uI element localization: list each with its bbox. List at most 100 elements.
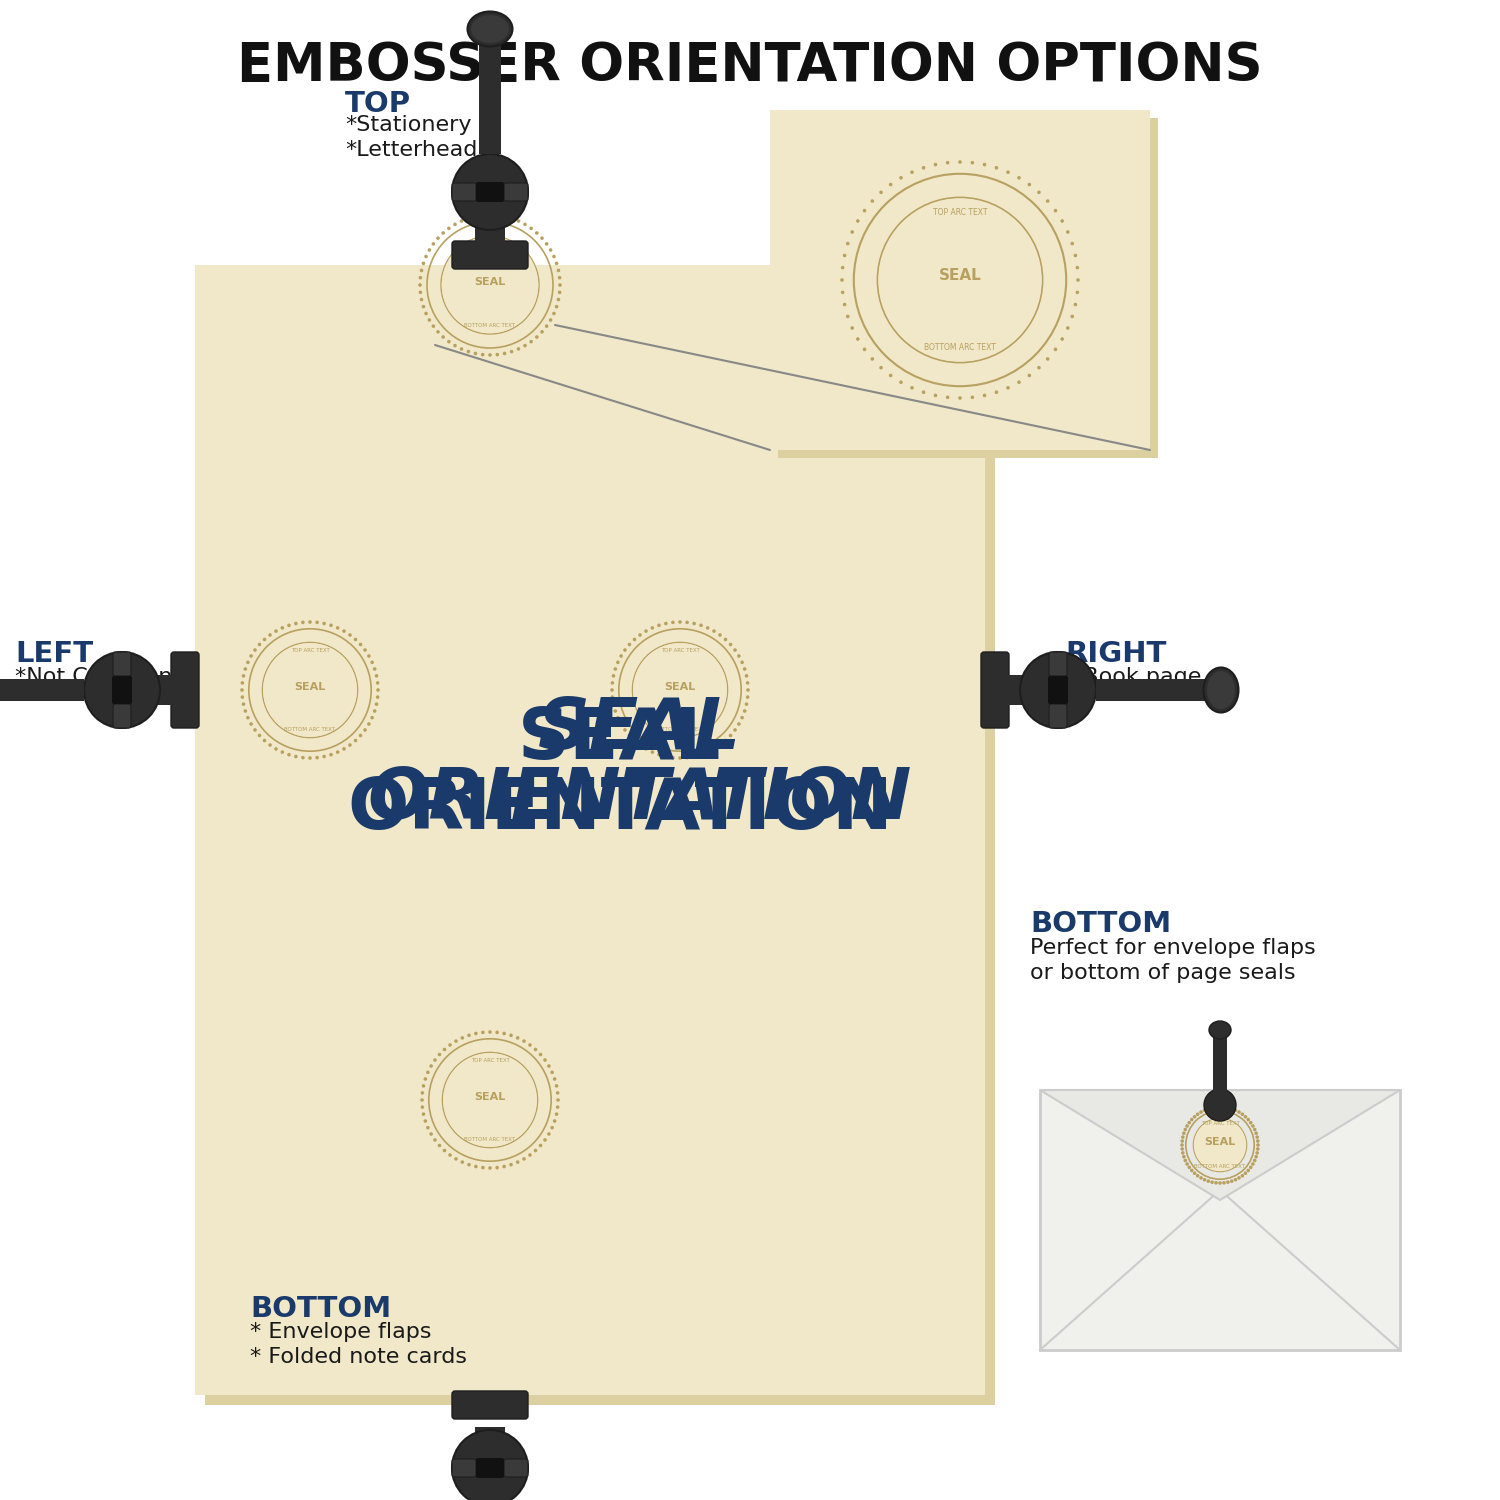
Circle shape: [243, 710, 248, 712]
Circle shape: [358, 734, 363, 738]
Circle shape: [419, 276, 422, 279]
Circle shape: [1246, 1118, 1250, 1122]
Circle shape: [651, 626, 654, 630]
Text: *Not Common: *Not Common: [15, 668, 173, 687]
Circle shape: [742, 668, 747, 670]
Circle shape: [436, 237, 439, 240]
Circle shape: [651, 750, 654, 754]
Circle shape: [522, 1156, 526, 1161]
Circle shape: [946, 160, 950, 165]
Circle shape: [422, 1084, 426, 1088]
Circle shape: [503, 351, 507, 355]
Circle shape: [994, 166, 999, 170]
Circle shape: [442, 1047, 447, 1052]
Text: BOTTOM ARC TEXT: BOTTOM ARC TEXT: [465, 1137, 516, 1142]
Circle shape: [429, 1064, 433, 1068]
Circle shape: [879, 366, 884, 369]
Text: TOP ARC TEXT: TOP ARC TEXT: [471, 1059, 510, 1064]
Circle shape: [1020, 652, 1096, 728]
Circle shape: [1256, 1148, 1260, 1150]
Text: TOP ARC TEXT: TOP ARC TEXT: [1200, 1120, 1239, 1125]
Circle shape: [441, 334, 446, 339]
Circle shape: [664, 621, 668, 626]
Circle shape: [433, 1138, 436, 1142]
Circle shape: [516, 1161, 519, 1164]
Circle shape: [1053, 209, 1058, 213]
Circle shape: [746, 681, 750, 684]
Circle shape: [1074, 254, 1077, 258]
Circle shape: [1233, 1108, 1238, 1112]
FancyBboxPatch shape: [476, 182, 504, 203]
Circle shape: [342, 747, 346, 750]
Circle shape: [246, 716, 249, 720]
Circle shape: [240, 696, 244, 699]
FancyBboxPatch shape: [1040, 1090, 1400, 1350]
Circle shape: [555, 304, 558, 309]
Circle shape: [243, 668, 248, 670]
Circle shape: [447, 226, 450, 230]
Circle shape: [846, 315, 849, 318]
Circle shape: [736, 722, 741, 726]
Circle shape: [442, 1053, 537, 1148]
Circle shape: [432, 324, 435, 328]
Circle shape: [842, 266, 844, 270]
Circle shape: [1214, 1106, 1218, 1108]
Circle shape: [1036, 366, 1041, 369]
Circle shape: [536, 334, 538, 339]
FancyBboxPatch shape: [452, 1460, 476, 1478]
Circle shape: [862, 209, 867, 213]
Circle shape: [509, 1034, 513, 1036]
Circle shape: [315, 621, 320, 624]
Circle shape: [540, 330, 544, 333]
Circle shape: [1192, 1114, 1197, 1119]
Circle shape: [879, 198, 1041, 362]
Text: BOTTOM: BOTTOM: [1030, 910, 1172, 938]
Circle shape: [744, 702, 748, 706]
Circle shape: [426, 1126, 429, 1130]
FancyBboxPatch shape: [0, 680, 84, 700]
Circle shape: [898, 176, 903, 180]
Circle shape: [424, 312, 427, 315]
Circle shape: [376, 696, 380, 699]
Circle shape: [1180, 1136, 1185, 1138]
Circle shape: [1192, 1172, 1197, 1174]
Polygon shape: [1040, 1090, 1400, 1200]
Circle shape: [1203, 1108, 1206, 1112]
Circle shape: [627, 734, 632, 738]
Text: SEAL: SEAL: [474, 1092, 506, 1102]
Circle shape: [556, 1098, 560, 1102]
Circle shape: [870, 200, 874, 202]
Text: BOTTOM ARC TEXT: BOTTOM ARC TEXT: [465, 322, 516, 328]
Circle shape: [736, 654, 741, 658]
Text: SEAL: SEAL: [1204, 1137, 1236, 1148]
Circle shape: [488, 1166, 492, 1170]
Ellipse shape: [468, 12, 513, 46]
Circle shape: [543, 1058, 548, 1062]
Circle shape: [423, 1119, 427, 1124]
Circle shape: [420, 268, 423, 272]
Circle shape: [1240, 1174, 1244, 1178]
Circle shape: [555, 1084, 558, 1088]
Circle shape: [742, 710, 747, 712]
Text: SEAL: SEAL: [474, 278, 506, 286]
FancyBboxPatch shape: [478, 24, 501, 154]
Circle shape: [376, 681, 380, 684]
Circle shape: [294, 754, 297, 759]
FancyBboxPatch shape: [778, 118, 1158, 457]
Circle shape: [933, 164, 938, 166]
Circle shape: [516, 1036, 519, 1040]
FancyBboxPatch shape: [1048, 652, 1066, 676]
Circle shape: [348, 633, 352, 638]
Circle shape: [549, 318, 552, 322]
Circle shape: [556, 268, 561, 272]
Circle shape: [286, 753, 291, 756]
Circle shape: [1210, 1180, 1214, 1184]
Circle shape: [286, 624, 291, 627]
Circle shape: [699, 753, 703, 756]
Circle shape: [1007, 386, 1010, 390]
Circle shape: [1256, 1138, 1260, 1143]
Circle shape: [1222, 1106, 1226, 1108]
Circle shape: [1251, 1124, 1254, 1128]
Circle shape: [1074, 303, 1077, 306]
Circle shape: [427, 318, 430, 322]
